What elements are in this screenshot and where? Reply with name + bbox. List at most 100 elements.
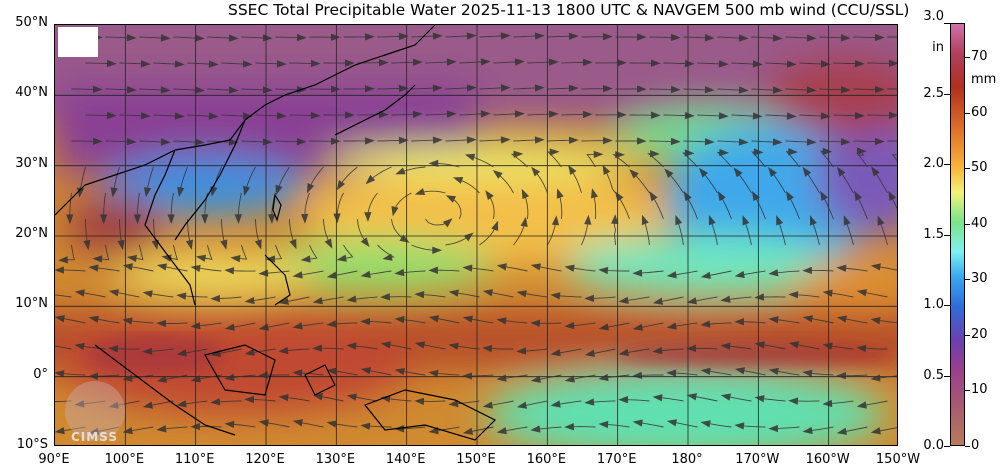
wind-arrow — [786, 60, 797, 68]
wind-arrow — [496, 263, 507, 271]
wind-arrow — [292, 322, 303, 330]
wind-streamline — [726, 296, 752, 301]
wind-streamline — [556, 295, 582, 298]
wind-arrow — [122, 317, 133, 325]
wind-streamline — [822, 196, 834, 220]
wind-arrow — [360, 270, 371, 278]
wind-arrow — [738, 138, 749, 146]
wind-arrow — [516, 290, 527, 298]
wind-streamline — [857, 150, 868, 168]
wind-streamline — [778, 220, 786, 246]
wind-arrow — [649, 150, 660, 158]
wind-arrow — [788, 341, 800, 349]
wind-arrow — [88, 264, 99, 272]
wind-arrow — [452, 176, 464, 184]
wind-streamline — [502, 374, 528, 379]
wind-streamline — [876, 319, 897, 324]
wind-arrow — [856, 344, 867, 353]
wind-arrow — [364, 137, 375, 145]
colorbar-tick — [965, 168, 970, 170]
wind-streamline — [647, 153, 664, 168]
wind-arrow — [602, 32, 613, 41]
wind-streamline — [760, 343, 786, 350]
wind-streamline — [808, 269, 834, 272]
wind-streamline — [638, 270, 664, 274]
wind-arrow — [513, 150, 524, 158]
wind-streamline — [658, 296, 684, 303]
wind-arrow — [636, 137, 647, 145]
wind-streamline — [842, 267, 868, 272]
wind-arrow — [870, 263, 881, 271]
wind-arrow — [742, 215, 750, 226]
wind-streamline — [876, 265, 897, 271]
wind-streamline — [716, 151, 732, 168]
wind-streamline — [604, 423, 630, 428]
wind-streamline — [133, 244, 144, 261]
wind-arrow — [228, 34, 239, 42]
wind-arrow — [254, 239, 262, 250]
wind-arrow — [698, 167, 709, 178]
wind-streamline — [187, 218, 191, 244]
wind-streamline — [250, 348, 276, 354]
wind-streamline — [153, 114, 179, 117]
wind-arrow — [466, 32, 477, 40]
wind-streamline — [856, 196, 868, 220]
wind-streamline — [105, 140, 131, 143]
wind-arrow — [360, 317, 370, 326]
wind-streamline — [774, 270, 800, 274]
wind-streamline — [420, 190, 446, 194]
wind-streamline — [275, 140, 301, 143]
wind-streamline — [400, 370, 426, 376]
wind-arrow — [378, 111, 389, 119]
wind-streamline — [833, 114, 859, 117]
wind-streamline — [879, 221, 888, 246]
wind-streamline — [510, 153, 528, 168]
wind-arrow — [106, 111, 117, 120]
wind-streamline — [425, 113, 451, 116]
wind-streamline — [445, 139, 471, 142]
wind-arrow — [496, 427, 507, 435]
wind-streamline — [153, 218, 157, 244]
wind-arrow — [856, 401, 867, 409]
wind-arrow — [683, 191, 692, 202]
wind-arrow — [220, 239, 228, 250]
wind-streamline — [377, 244, 395, 259]
wind-arrow — [364, 212, 372, 222]
wind-streamline — [216, 296, 242, 300]
wind-arrow — [568, 32, 579, 40]
wind-arrow — [840, 34, 851, 42]
wind-streamline — [624, 348, 650, 354]
wind-arrow — [446, 110, 457, 118]
wind-arrow — [92, 85, 103, 93]
wind-streamline — [556, 400, 582, 406]
wind-streamline — [672, 372, 698, 376]
wind-streamline — [686, 196, 698, 220]
wind-arrow — [550, 349, 561, 357]
wind-streamline — [828, 400, 854, 405]
wind-arrow — [74, 400, 85, 408]
wind-streamline — [55, 345, 72, 350]
wind-arrow — [617, 111, 627, 119]
wind-streamline — [128, 320, 154, 324]
wind-arrow — [632, 419, 643, 427]
wind-arrow — [74, 289, 85, 297]
wind-arrow — [840, 138, 851, 146]
wind-streamline — [55, 400, 72, 402]
wind-arrow — [718, 60, 729, 68]
wind-arrow — [820, 112, 831, 120]
wind-arrow — [768, 167, 777, 177]
wind-arrow — [802, 369, 813, 377]
wind-arrow — [802, 315, 813, 323]
wind-arrow — [143, 187, 152, 198]
wind-arrow — [684, 59, 695, 68]
wind-arrow — [432, 136, 443, 144]
wind-arrow — [380, 341, 391, 349]
colorbar-tick — [944, 446, 950, 447]
wind-arrow — [856, 147, 867, 155]
wind-streamline — [805, 171, 820, 194]
wind-arrow — [312, 393, 323, 401]
wind-arrow — [720, 342, 731, 350]
wind-streamline — [241, 36, 267, 39]
wind-streamline — [306, 244, 318, 260]
wind-streamline — [119, 62, 145, 65]
